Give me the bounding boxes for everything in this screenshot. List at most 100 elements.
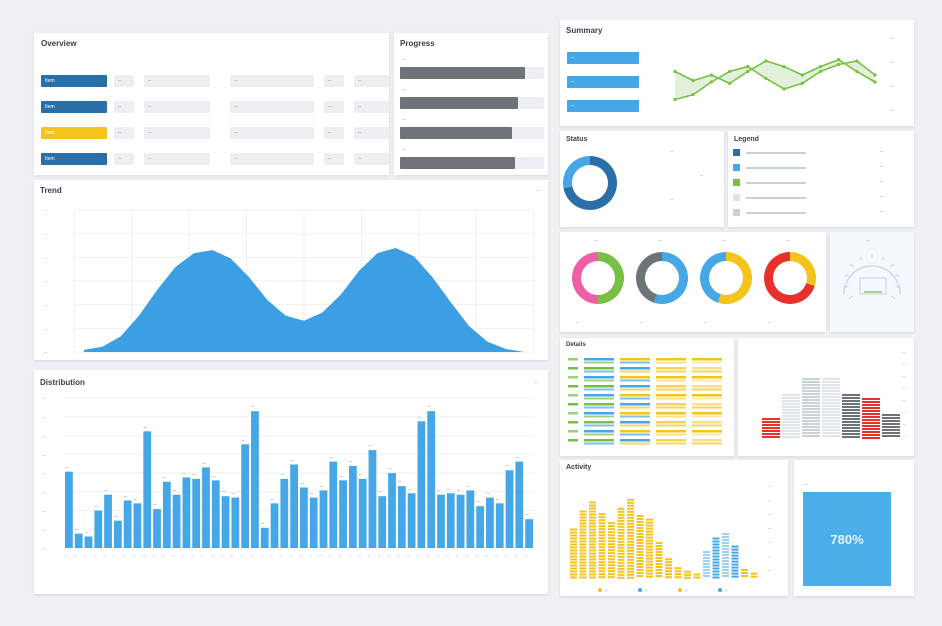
yellow-bar-segment	[627, 522, 634, 525]
bar-value-label: --	[310, 491, 314, 497]
yellow-bar-segment	[722, 542, 729, 544]
yellow-bar-segment	[608, 576, 615, 579]
big-value-title: --	[804, 482, 808, 488]
yellow-bar-segment	[722, 548, 729, 550]
heat-cell	[656, 388, 686, 391]
yellow-bar-segment	[570, 540, 577, 543]
bar-x-label: --	[210, 553, 216, 560]
stack-segment	[802, 423, 820, 425]
yellow-bar-segment	[589, 555, 596, 558]
yellow-bar-segment	[598, 570, 606, 573]
bar-value-label: --	[231, 491, 235, 497]
yellow-bar-segment	[722, 533, 729, 535]
legend-value: --	[880, 149, 884, 155]
heat-cell	[584, 361, 614, 364]
legend-line	[746, 212, 806, 214]
yellow-bar-segment	[636, 563, 644, 565]
yellow-bar-segment	[617, 576, 625, 579]
yellow-y-tick: --	[768, 484, 772, 490]
yellow-bar-segment	[627, 537, 634, 540]
bar-value-label: --	[369, 443, 373, 449]
donut-row-segment	[764, 252, 815, 304]
yellow-bar-segment	[570, 558, 577, 561]
yellow-bar-segment	[598, 573, 606, 576]
donut-row-title: --	[594, 238, 598, 244]
heat-cell	[584, 403, 614, 406]
yellow-bar-segment	[731, 560, 739, 563]
bar-x-label: --	[249, 553, 255, 560]
yellow-bar-segment	[589, 501, 596, 504]
table-cell: --	[114, 75, 134, 87]
yellow-bar-segment	[627, 561, 634, 564]
gauge-tick	[844, 274, 849, 277]
kpi-point	[764, 76, 768, 81]
yellow-bar-segment	[570, 555, 577, 558]
table-cell: --	[144, 127, 210, 139]
yellow-bar-segment	[579, 570, 587, 573]
table-cell: --	[114, 153, 134, 165]
yellow-bar-segment	[627, 552, 634, 555]
stack-segment	[782, 424, 800, 426]
yellow-bar-segment	[617, 543, 625, 546]
yellow-bar-segment	[703, 575, 710, 577]
yellow-bar-segment	[636, 542, 644, 544]
stack-segment	[862, 422, 880, 424]
heat-cell	[584, 394, 614, 397]
bar-x-label: --	[63, 553, 69, 560]
yellow-bar-segment	[589, 558, 596, 561]
stack-segment	[882, 420, 900, 422]
yellow-bar-segment	[617, 567, 625, 570]
kpi-line-title: Summary	[566, 26, 603, 35]
kpi-chip: --	[567, 76, 639, 88]
kpi-point	[818, 65, 823, 69]
yellow-bar-segment	[617, 564, 625, 567]
stack-segment	[842, 406, 860, 408]
table-cell: --	[324, 127, 344, 139]
stack-segment	[842, 436, 860, 438]
stack-segment	[762, 424, 780, 426]
stack-y-tick: --	[902, 410, 906, 416]
heat-cell	[584, 406, 614, 409]
kpi-point	[837, 58, 841, 62]
table-cell: --	[230, 127, 314, 139]
yellow-bar-segment	[617, 561, 625, 564]
yellow-bar-segment	[579, 513, 587, 516]
donut-row-title: --	[722, 238, 726, 244]
bar	[260, 527, 269, 548]
table-cell: --	[324, 101, 344, 113]
yellow-bar-segment	[703, 557, 710, 559]
progress-label: --	[402, 147, 406, 153]
bar-value-label: --	[427, 404, 431, 410]
bar-x-label: --	[102, 553, 108, 560]
table-cell: --	[354, 127, 389, 139]
bar-chart-legend: --	[534, 380, 538, 386]
kpi-right-label: --	[890, 60, 894, 66]
bar	[231, 497, 240, 548]
bar-x-label: --	[464, 553, 470, 560]
bar-y-tick: --	[42, 509, 46, 515]
yellow-bar-segment	[731, 575, 739, 578]
yellow-bar-segment	[627, 549, 634, 552]
bar-x-label: --	[317, 553, 323, 560]
heat-cell	[620, 421, 650, 424]
stack-segment	[802, 393, 820, 395]
kpi-right-label: --	[890, 36, 894, 42]
yellow-bar-segment	[589, 516, 596, 519]
yellow-bar-segment	[617, 573, 625, 576]
yellow-bar-segment	[712, 567, 720, 570]
stack-segment	[842, 400, 860, 402]
yellow-bar-segment	[589, 534, 596, 537]
heat-cell	[656, 358, 686, 361]
yellow-bar-segment	[589, 504, 596, 507]
yellow-bar-segment	[579, 576, 587, 579]
stack-segment	[882, 432, 900, 434]
yellow-bar-segment	[703, 569, 710, 571]
stack-segment	[802, 402, 820, 404]
donut-row: -- -- -- -- -- -- -- --	[572, 238, 816, 325]
donut-label: --	[700, 173, 704, 179]
bar-value-label: --	[496, 496, 500, 502]
yellow-bar-segment	[608, 561, 615, 564]
bar-value-label: --	[300, 481, 304, 487]
yellow-bar-segment	[665, 558, 672, 561]
yellow-bar-segment	[627, 540, 634, 543]
